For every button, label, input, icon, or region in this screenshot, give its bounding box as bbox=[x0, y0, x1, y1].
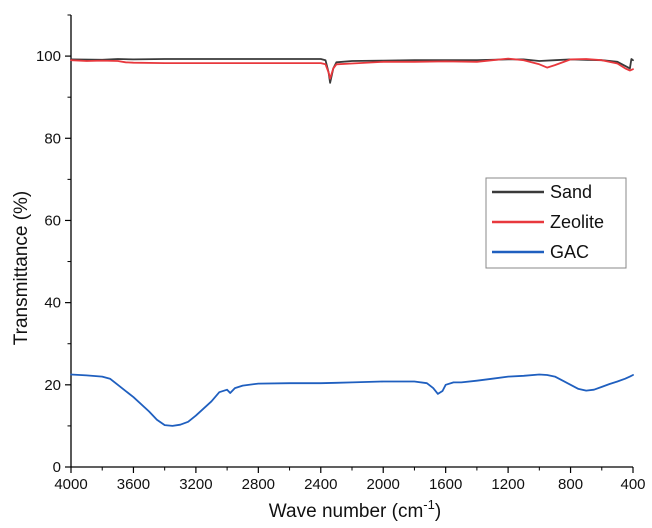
series-line-gac bbox=[70, 373, 634, 427]
series-line-zeolite bbox=[70, 57, 634, 80]
legend-label-zeolite: Zeolite bbox=[550, 212, 604, 232]
x-axis-title-close: ) bbox=[435, 501, 441, 522]
legend-label-sand: Sand bbox=[550, 182, 592, 202]
x-tick-label-1200: 1200 bbox=[491, 476, 524, 493]
y-tick-label-100: 100 bbox=[36, 48, 61, 65]
x-tick-label-2400: 2400 bbox=[304, 476, 337, 493]
legend-items: Sand Zeolite GAC bbox=[492, 182, 604, 262]
x-tick-label-800: 800 bbox=[558, 476, 583, 493]
y-tick-label-0: 0 bbox=[53, 459, 61, 476]
x-tick-label-3600: 3600 bbox=[117, 476, 150, 493]
y-tick-label-60: 60 bbox=[44, 212, 61, 229]
y-tick-label-80: 80 bbox=[44, 130, 61, 147]
x-axis-title-main: Wave number (cm bbox=[269, 501, 424, 522]
x-tick-label-2000: 2000 bbox=[367, 476, 400, 493]
x-tick-label-1600: 1600 bbox=[429, 476, 462, 493]
legend: Sand Zeolite GAC bbox=[485, 177, 627, 269]
x-axis-title: Wave number (cm-1) bbox=[269, 497, 441, 522]
x-axis-title-superscript: -1 bbox=[423, 497, 435, 512]
y-tick-label-20: 20 bbox=[44, 377, 61, 394]
x-tick-label-2800: 2800 bbox=[242, 476, 275, 493]
legend-label-gac: GAC bbox=[550, 242, 589, 262]
x-tick-label-400: 400 bbox=[620, 476, 645, 493]
y-axis-title: Transmittance (%) bbox=[11, 191, 32, 346]
x-tick-label-3200: 3200 bbox=[179, 476, 212, 493]
series-layer bbox=[70, 57, 634, 427]
y-tick-label-40: 40 bbox=[44, 295, 61, 312]
x-axis-ticks: 4000 3600 3200 2800 2400 2000 1600 1200 800 400 bbox=[54, 467, 646, 493]
y-axis-ticks: 0 20 40 60 80 100 bbox=[36, 14, 71, 476]
x-tick-label-4000: 4000 bbox=[54, 476, 87, 493]
